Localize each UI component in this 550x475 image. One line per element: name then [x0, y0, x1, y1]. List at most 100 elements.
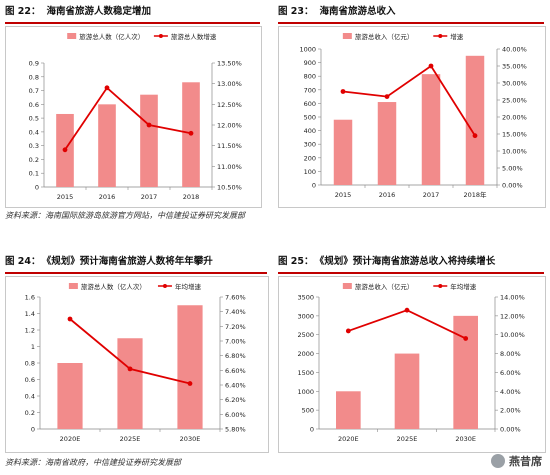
left-tick-label: 500: [304, 114, 316, 122]
left-tick-label: 0.2: [25, 409, 35, 417]
category-label: 2020E: [338, 435, 359, 443]
legend-line-marker: [162, 284, 167, 288]
right-tick-label: 12.00%: [217, 122, 242, 130]
chart-22: 0 0.1 0.2 0.3 0.4 0.5 0.6 0.7 0.8 0.9 10.50% 11.00%…: [5, 26, 262, 208]
right-tick-label: 10.50%: [217, 184, 242, 192]
right-tick-label: 10.00%: [502, 148, 527, 156]
right-tick-label: 15.00%: [502, 131, 527, 139]
left-tick-label: 0.8: [29, 73, 39, 81]
figure-22-title-text: 海南省旅游人数稳定增加: [46, 6, 152, 17]
line-point: [67, 316, 73, 322]
legend: 旅游总人数（亿人次） 旅游总人数增速: [67, 32, 217, 41]
right-tick-label: 7.00%: [225, 338, 246, 346]
right-tick-label: 30.00%: [502, 80, 527, 88]
left-tick-label: 900: [304, 59, 316, 67]
legend-bar-label: 旅游总收入（亿元）: [355, 282, 414, 291]
bar: [57, 363, 83, 429]
line-point: [188, 130, 194, 136]
right-tick-label: 6.00%: [500, 369, 521, 377]
left-tick-label: 2500: [297, 331, 314, 339]
category-label: 2030E: [455, 435, 476, 443]
left-tick-label: 700: [304, 86, 316, 94]
category-label: 2015: [335, 191, 352, 199]
right-tick-label: 13.00%: [217, 80, 242, 88]
chart-23: 0 100 200 300 400 500 600 700 800 900 1000 0.00% 5.0…: [278, 26, 546, 208]
left-tick-label: 0.4: [29, 128, 39, 136]
left-tick-label: 300: [304, 141, 316, 149]
category-label: 2020E: [60, 435, 81, 443]
legend: 旅游总收入（亿元） 增速: [342, 32, 464, 41]
left-tick-label: 0.6: [25, 376, 35, 384]
bar: [140, 94, 158, 187]
right-tick-label: 5.80%: [225, 426, 246, 434]
right-tick-label: 14.00%: [500, 294, 525, 302]
left-tick-label: 1.4: [25, 310, 35, 318]
source-note-bottom: 资料来源：海南省政府，中信建投证券研究发展部: [5, 458, 181, 467]
figure-22-title: 图 22： 海南省旅游人数稳定增加: [5, 2, 260, 24]
category-label: 2025E: [120, 435, 141, 443]
figure-23-title-text: 海南省旅游总收入: [319, 6, 396, 17]
bar: [333, 119, 353, 185]
left-tick-label: 0.7: [29, 87, 39, 95]
category-label: 2017: [141, 193, 158, 201]
figure-24-number: 图 24：: [5, 256, 41, 267]
line-point: [404, 307, 410, 313]
line-series: [348, 309, 467, 340]
right-tick-label: 7.60%: [225, 294, 246, 302]
line-point: [62, 147, 68, 153]
right-tick-label: 5.00%: [502, 165, 523, 173]
right-tick-label: 20.00%: [502, 114, 527, 122]
figure-25-title-text: 《规划》预计海南省旅游总收入将持续增长: [319, 256, 496, 267]
legend-line-marker: [438, 284, 443, 288]
wechat-icon: [491, 454, 505, 468]
line-point: [127, 366, 133, 372]
left-tick-label: 0: [310, 426, 314, 434]
line-point: [472, 133, 478, 139]
left-tick-label: 1500: [297, 369, 314, 377]
right-tick-label: 6.60%: [225, 367, 246, 375]
watermark: 燕昔席: [491, 453, 542, 469]
left-tick-label: 0.6: [29, 101, 39, 109]
bar: [336, 391, 361, 429]
left-tick-label: 1: [31, 343, 35, 351]
legend: 旅游总收入（亿元） 年均增速: [342, 282, 477, 291]
legend-line-label: 旅游总人数增速: [171, 32, 217, 41]
chart-23-svg: 0 100 200 300 400 500 600 700 800 900 1000 0.00% 5.0…: [299, 32, 527, 199]
bar: [98, 104, 116, 187]
left-tick-label: 1000: [299, 46, 316, 54]
category-label: 2025E: [397, 435, 418, 443]
right-tick-label: 0.00%: [502, 182, 523, 190]
left-tick-label: 3500: [297, 294, 314, 302]
plot-area: 0 500 1000 1500 2000 2500 3000 3500 0.00% 2.00% 4.…: [297, 294, 524, 444]
source-note-top: 资料来源：海南国际旅游岛旅游官方网站，中信建投证券研究发展部: [5, 211, 245, 220]
left-tick-label: 2000: [297, 350, 314, 358]
right-tick-label: 12.00%: [500, 312, 525, 320]
right-tick-label: 4.00%: [500, 388, 521, 396]
left-tick-label: 1.6: [25, 294, 35, 302]
category-label: 2018年: [463, 190, 487, 199]
right-tick-label: 6.40%: [225, 382, 246, 390]
legend-bar-label: 旅游总人数（亿人次）: [81, 282, 146, 291]
left-tick-label: 0.9: [29, 60, 39, 68]
category-label: 2017: [423, 191, 440, 199]
left-tick-label: 400: [304, 127, 316, 135]
figure-22-number: 图 22：: [5, 6, 41, 17]
legend-line-label: 年均增速: [175, 282, 202, 291]
left-tick-label: 0.1: [29, 170, 39, 178]
watermark-text: 燕昔席: [509, 455, 542, 468]
bar: [453, 315, 478, 429]
figure-25-number: 图 25：: [278, 256, 314, 267]
right-tick-label: 12.50%: [217, 101, 242, 109]
left-tick-label: 0.3: [29, 142, 39, 150]
left-tick-label: 0.4: [25, 393, 35, 401]
right-tick-label: 10.00%: [500, 331, 525, 339]
line-point: [428, 63, 434, 69]
line-point: [146, 122, 152, 128]
figure-24-title-text: 《规划》预计海南省旅游人数将年年攀升: [46, 256, 213, 267]
left-tick-label: 200: [304, 154, 316, 162]
figure-23-number: 图 23：: [278, 6, 314, 17]
plot-area: 0 0.2 0.4 0.6 0.8 1 1.2 1.4 1.6 5.80% 6.00% 6.20% 6.…: [25, 294, 246, 444]
bar: [177, 305, 203, 429]
legend-line-label: 年均增速: [450, 282, 477, 291]
right-tick-label: 11.00%: [217, 163, 242, 171]
